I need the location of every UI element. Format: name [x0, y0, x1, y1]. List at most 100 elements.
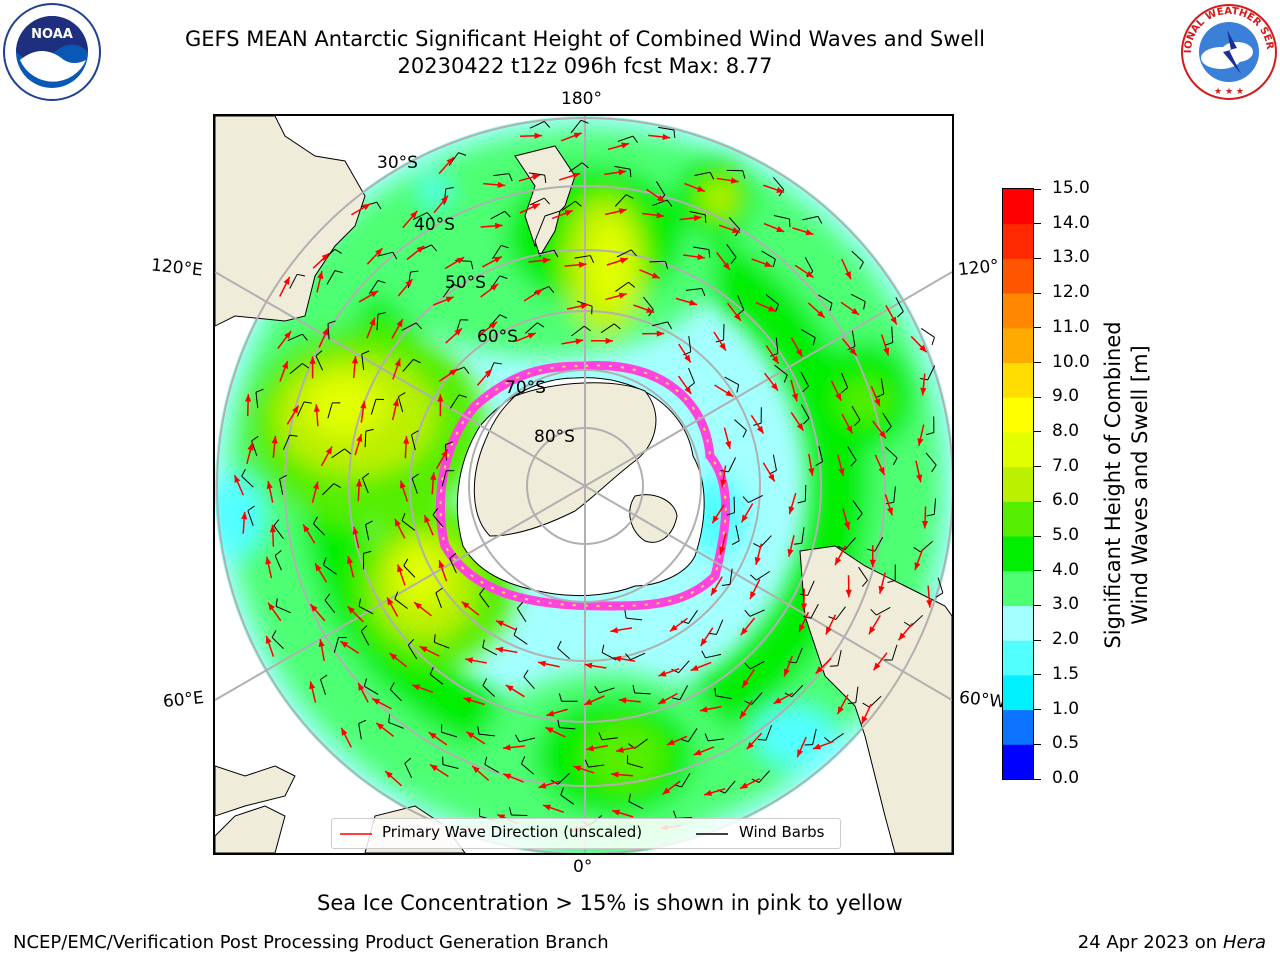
colorbar-tick-mark: [1034, 709, 1041, 711]
colorbar-segment: [1003, 744, 1033, 780]
wave-direction-arrow: [881, 334, 890, 356]
wind-barb: [694, 171, 715, 180]
wave-direction-arrow: [354, 433, 363, 456]
wave-direction-arrow: [480, 222, 503, 229]
wave-direction-arrow: [403, 436, 410, 459]
wave-direction-arrow: [845, 575, 852, 598]
wave-direction-arrow: [834, 545, 847, 566]
lat-label-50s: 50°S: [445, 273, 486, 293]
wave-direction-arrow: [763, 222, 785, 233]
wind-barb: [289, 363, 310, 374]
wave-direction-arrow: [878, 572, 886, 594]
wind-barb: [523, 669, 535, 690]
wave-direction-arrow: [926, 585, 933, 608]
wave-direction-arrow: [884, 494, 893, 516]
wind-barb: [403, 558, 416, 578]
wave-direction-arrow: [915, 460, 923, 483]
wave-direction-arrow: [790, 379, 798, 402]
wave-direction-arrow: [461, 601, 480, 616]
wind-barb: [815, 445, 824, 466]
wave-direction-arrow: [825, 614, 837, 635]
wind-barb: [377, 251, 398, 260]
colorbar-tick-label: 5.0: [1052, 525, 1080, 546]
lon-label-60e: 60°E: [162, 687, 205, 713]
wind-barb: [757, 725, 773, 741]
colorbar-tick-label: 7.0: [1052, 455, 1080, 476]
wave-direction-arrow: [678, 343, 692, 363]
wave-direction-arrow: [392, 358, 401, 380]
wind-barb: [442, 756, 459, 769]
wave-direction-arrow: [796, 736, 807, 758]
wave-direction-arrow: [411, 684, 434, 693]
wave-direction-arrow: [830, 380, 842, 402]
wave-direction-arrow: [792, 227, 814, 236]
colorbar-tick-mark: [1034, 431, 1041, 433]
wind-barb: [322, 483, 341, 496]
wave-direction-arrow: [502, 773, 524, 783]
wave-direction-arrow: [246, 442, 254, 465]
wave-direction-arrow: [606, 257, 629, 266]
wind-barb: [271, 630, 284, 650]
wave-direction-arrow: [519, 132, 542, 139]
wave-direction-arrow: [762, 462, 776, 482]
wind-barb: [401, 513, 416, 531]
wave-direction-arrow: [355, 479, 363, 502]
colorbar-tick-label: 14.0: [1052, 212, 1090, 233]
wind-barb: [750, 570, 771, 581]
wind-barb: [773, 215, 791, 228]
wave-direction-arrow: [406, 245, 425, 261]
wind-barb: [319, 674, 328, 695]
wind-barb: [363, 678, 379, 695]
colorbar-tick-mark: [1034, 327, 1041, 329]
polar-map: 30°S 40°S 50°S 60°S 70°S 80°S: [213, 114, 954, 855]
wave-direction-arrow: [710, 576, 723, 596]
wind-barb: [289, 273, 306, 289]
wave-direction-arrow: [872, 652, 888, 671]
wind-barb: [800, 371, 809, 393]
wave-direction-arrow: [675, 297, 698, 306]
wave-direction-arrow: [386, 596, 399, 617]
wave-direction-arrow: [561, 338, 584, 345]
wave-direction-arrow: [538, 780, 560, 789]
wave-direction-arrow: [610, 771, 634, 778]
wave-direction-arrow: [726, 302, 742, 322]
colorbar-segment: [1003, 605, 1033, 641]
wind-barb: [508, 807, 528, 816]
wind-barb: [576, 300, 593, 315]
colorbar-segment: [1003, 466, 1033, 502]
wave-direction-arrow: [750, 414, 765, 435]
wave-direction-arrow: [279, 360, 289, 382]
wave-direction-arrow: [693, 746, 715, 756]
wave-direction-arrow: [872, 420, 887, 439]
wave-direction-arrow: [842, 508, 850, 530]
wave-direction-arrow: [773, 692, 794, 705]
wave-direction-arrow: [716, 177, 739, 184]
wind-barb: [529, 120, 551, 129]
wind-barb: [744, 609, 765, 617]
wind-barb: [490, 210, 511, 220]
wave-direction-arrow: [604, 169, 627, 176]
wave-direction-arrow: [311, 481, 319, 504]
wave-direction-arrow: [518, 174, 541, 182]
wave-direction-arrow: [703, 788, 726, 796]
colorbar-tick-label: 0.0: [1052, 768, 1080, 788]
wind-barb: [802, 215, 823, 224]
wind-barb: [441, 470, 455, 487]
wind-barb: [772, 176, 785, 197]
wind-barb: [793, 527, 805, 545]
wind-barb: [361, 350, 370, 370]
wave-direction-arrow: [808, 453, 815, 476]
wave-direction-arrow: [868, 614, 881, 635]
wind-barb: [649, 260, 669, 270]
footer-date-text: 24 Apr 2023 on: [1077, 932, 1218, 953]
wind-barb: [412, 212, 433, 221]
colorbar-tick-mark: [1034, 500, 1041, 502]
wave-direction-arrow: [340, 727, 353, 748]
wind-barb: [683, 336, 692, 356]
wave-direction-arrow: [841, 338, 858, 356]
wave-direction-arrow: [788, 492, 797, 515]
wind-barb: [761, 250, 776, 268]
wind-barb: [858, 566, 868, 587]
wave-direction-arrow: [684, 182, 706, 193]
wave-direction-arrow: [339, 640, 360, 654]
